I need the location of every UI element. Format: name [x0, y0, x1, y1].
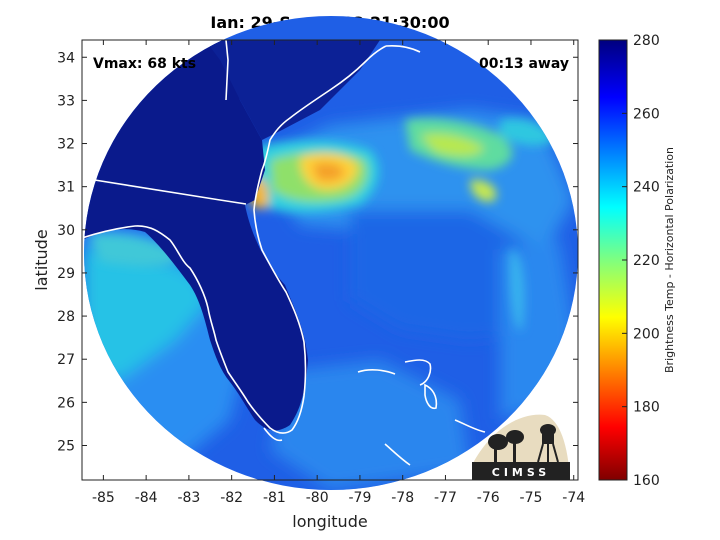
y-tick-label: 27	[57, 352, 75, 368]
coastline-overlay	[82, 40, 486, 466]
x-tick-label: -75	[520, 490, 543, 506]
colorbar-tick-label: 240	[633, 180, 660, 196]
x-tick-label: -76	[477, 490, 500, 506]
colorbar-tick-label: 200	[633, 326, 660, 342]
x-tick-label: -77	[434, 490, 457, 506]
colorbar-tick-label: 160	[633, 473, 660, 489]
colorbar-tick-label: 220	[633, 253, 660, 269]
y-tick-label: 29	[57, 266, 75, 282]
y-tick-label: 33	[57, 93, 75, 109]
time-away-annotation: 00:13 away	[479, 56, 569, 72]
y-axis-label: latitude	[32, 229, 51, 290]
colorbar-tick-label: 280	[633, 33, 660, 49]
vmax-annotation: Vmax: 68 kts	[93, 56, 196, 72]
x-tick-label: -84	[135, 490, 158, 506]
x-tick-label: -74	[562, 490, 585, 506]
x-tick-label: -79	[348, 490, 371, 506]
y-axis-ticks: 25 26 27 28 29 30 31 32 33 34	[57, 50, 578, 454]
x-tick-label: -81	[263, 490, 286, 506]
y-tick-label: 25	[57, 438, 75, 454]
x-tick-label: -78	[391, 490, 414, 506]
x-tick-label: -83	[177, 490, 200, 506]
x-axis-label: longitude	[292, 512, 367, 531]
y-tick-label: 26	[57, 395, 75, 411]
colorbar-label: Brightness Temp - Horizontal Polarizatio…	[663, 147, 676, 373]
colorbar-ticks: 160 180 200 220 240 260 280	[622, 33, 660, 489]
cimss-logo: CIMSS	[472, 414, 570, 480]
y-tick-label: 31	[57, 180, 75, 196]
x-axis-ticks: -85 -84 -83 -82 -81 -80 -79 -78 -77 -76 -75 -74	[92, 40, 585, 506]
x-tick-label: -85	[92, 490, 115, 506]
axes-frame	[81, 39, 579, 481]
colorbar-tick-label: 180	[633, 400, 660, 416]
cimss-logo-text: CIMSS	[492, 466, 550, 479]
y-tick-label: 34	[57, 50, 75, 66]
x-tick-label: -80	[306, 490, 329, 506]
brightness-temperature-swath	[84, 16, 578, 490]
y-tick-label: 32	[57, 137, 75, 153]
colorbar-tick-label: 260	[633, 106, 660, 122]
x-tick-label: -82	[220, 490, 243, 506]
y-tick-label: 28	[57, 309, 75, 325]
y-tick-label: 30	[57, 223, 75, 239]
